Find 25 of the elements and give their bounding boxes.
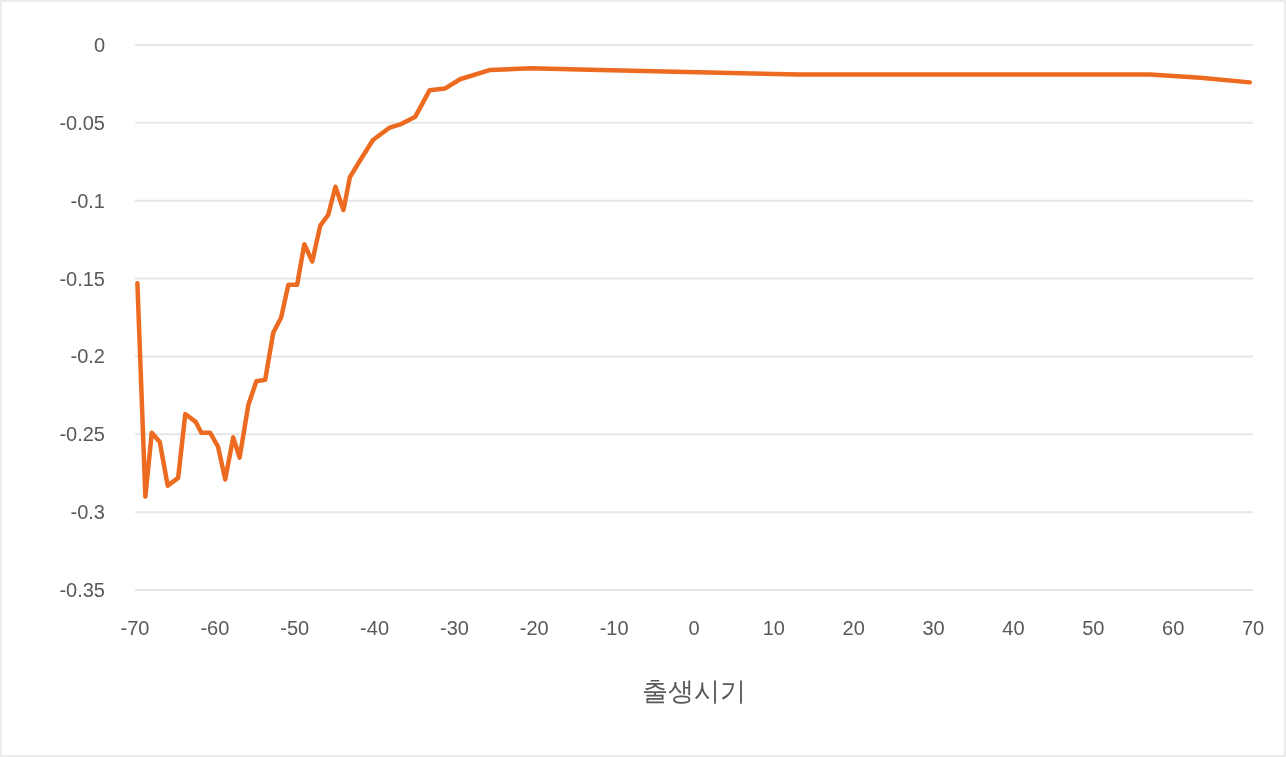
y-tick-label: -0.05 [59,111,105,134]
y-tick-label: -0.3 [70,501,105,524]
x-tick-label: -60 [200,617,230,639]
y-tick-label: -0.15 [59,267,105,290]
x-tick-label: -10 [599,617,629,639]
x-tick-label: 70 [1241,617,1265,639]
x-tick-label: 30 [922,617,945,639]
y-tick-label: -0.35 [59,579,105,601]
x-tick-label: -40 [360,617,390,639]
x-tick-label: -30 [439,617,469,639]
x-tick-label: -20 [519,617,549,639]
y-tick-label: -0.25 [59,423,105,446]
x-tick-label: -50 [280,617,310,639]
x-tick-label: 20 [842,617,865,639]
y-tick-label: 0 [93,34,105,56]
x-tick-label: 0 [688,617,700,639]
x-tick-label: -70 [120,617,150,639]
x-tick-label: 50 [1082,617,1105,639]
x-tick-label: 60 [1162,617,1185,639]
x-tick-label: 40 [1002,617,1025,639]
line-series [135,66,1253,499]
y-tick-label: -0.2 [70,345,105,368]
x-axis-title: 출생시기 [642,676,746,706]
y-tick-label: -0.1 [70,189,105,212]
x-tick-label: 10 [762,617,785,639]
